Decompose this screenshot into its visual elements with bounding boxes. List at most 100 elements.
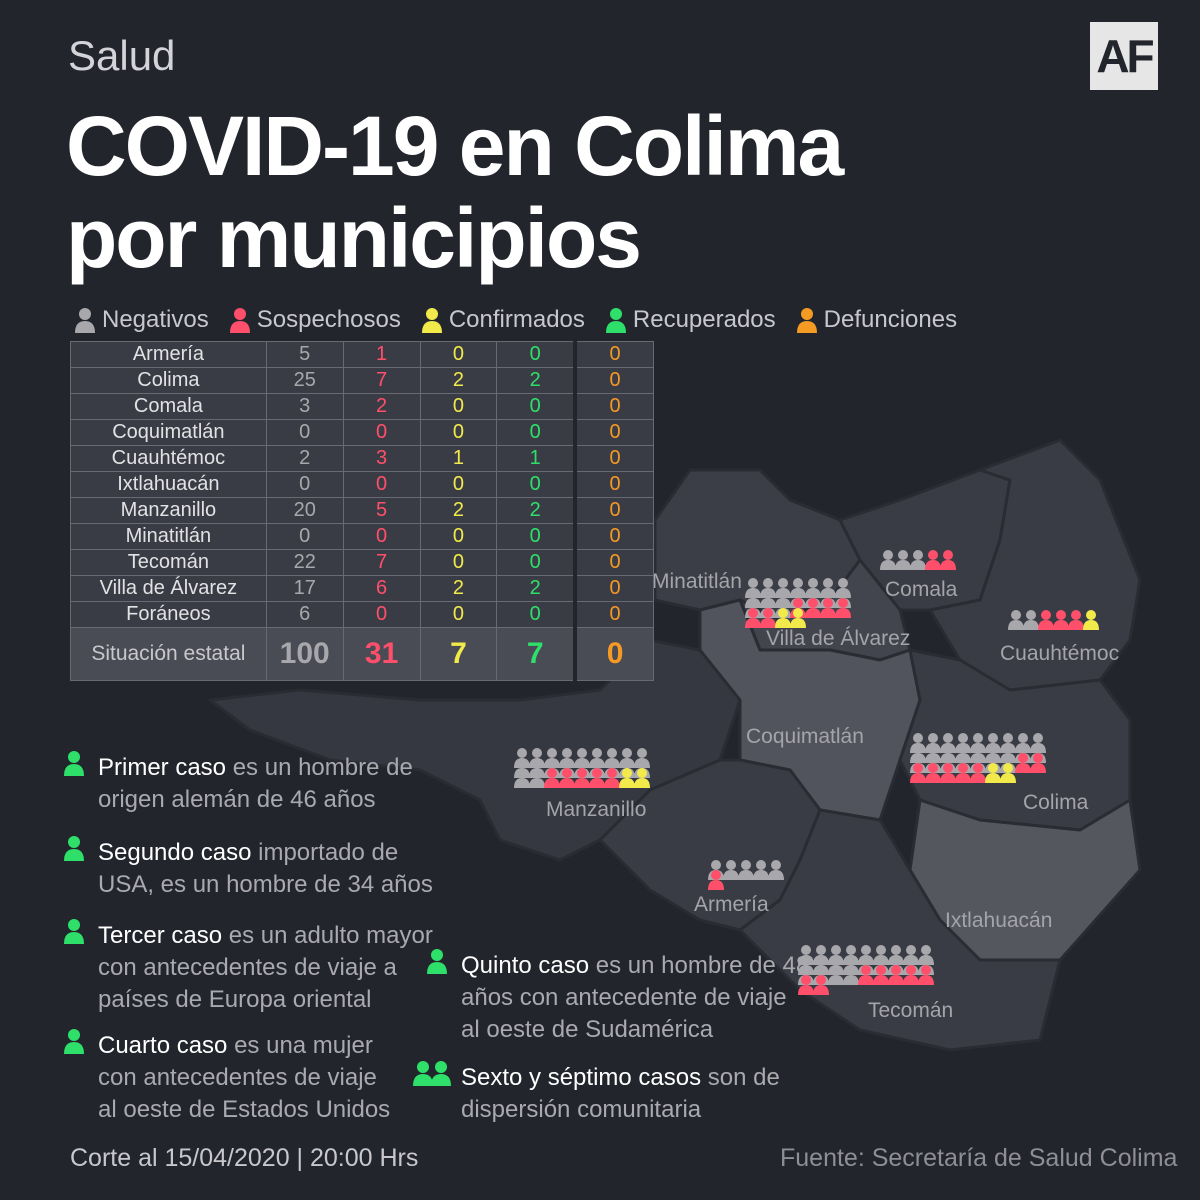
- map-labels: Minatitlán Comala Villa de Álvarez Cuauh…: [546, 570, 1119, 1022]
- person-icon: [514, 768, 530, 788]
- count-neg: 0: [265, 471, 344, 498]
- count-def: 0: [573, 471, 655, 498]
- note-text: con antecedentes de viaje a: [98, 954, 397, 981]
- note-text: es un hombre de: [226, 754, 413, 781]
- count-con: 7: [419, 627, 498, 681]
- person-icon: [925, 763, 941, 783]
- note-text: países de Europa oriental: [98, 986, 372, 1013]
- count-con: 2: [419, 575, 498, 602]
- table-row: Coquimatlán 0 0 0 0 0: [70, 419, 655, 446]
- count-sos: 5: [342, 497, 421, 524]
- count-sos: 7: [342, 367, 421, 394]
- count-con: 0: [419, 523, 498, 550]
- municipality-name: Coquimatlán: [70, 419, 267, 446]
- count-rec: 0: [496, 523, 576, 550]
- page-title: COVID-19 en Colima por municipios: [66, 99, 844, 284]
- title-line-1: COVID-19 en Colima: [66, 99, 844, 193]
- count-neg: 20: [265, 497, 344, 524]
- count-def: 0: [573, 601, 655, 628]
- person-icon: [835, 598, 851, 618]
- count-rec: 0: [496, 393, 576, 420]
- table-row: Armería 5 1 0 0 0: [70, 341, 655, 368]
- legend-label: Negativos: [102, 306, 209, 333]
- municipality-name: Tecomán: [70, 549, 267, 576]
- count-neg: 6: [265, 601, 344, 628]
- brand-logo: AF: [1090, 22, 1158, 90]
- note-text: USA, es un hombre de 34 años: [98, 871, 433, 898]
- count-sos: 0: [342, 523, 421, 550]
- person-icon: [955, 763, 971, 783]
- person-icon: [813, 975, 829, 995]
- note-fifth-case: Quinto caso es un hombre de 48 años con …: [427, 949, 809, 1046]
- count-neg: 22: [265, 549, 344, 576]
- table-row: Manzanillo 20 5 2 2 0: [70, 497, 655, 524]
- person-icon-red: [229, 308, 250, 333]
- table-row: Ixtlahuacán 0 0 0 0 0: [70, 471, 655, 498]
- source-credit: Fuente: Secretaría de Salud Colima: [780, 1144, 1178, 1172]
- table-row: Comala 3 2 0 0 0: [70, 393, 655, 420]
- count-neg: 3: [265, 393, 344, 420]
- table-row: Villa de Álvarez 17 6 2 2 0: [70, 575, 655, 602]
- count-rec: 7: [496, 627, 576, 681]
- person-icon: [820, 598, 836, 618]
- count-con: 0: [419, 393, 498, 420]
- person-icon-orange: [796, 308, 817, 333]
- count-def: 0: [573, 549, 655, 576]
- count-def: 0: [573, 575, 655, 602]
- count-con: 0: [419, 341, 498, 368]
- count-rec: 2: [496, 497, 576, 524]
- two-people-icon-green: [413, 1061, 451, 1086]
- note-highlight: Segundo caso: [98, 839, 252, 866]
- cutoff-date: Corte al 15/04/2020 | 20:00 Hrs: [70, 1144, 419, 1172]
- municipality-name: Comala: [70, 393, 267, 420]
- person-icon: [768, 860, 784, 880]
- person-icon: [529, 768, 545, 788]
- person-icon: [1038, 610, 1054, 630]
- map-label-coquimatlan: Coquimatlán: [746, 725, 864, 748]
- count-sos: 0: [342, 601, 421, 628]
- municipality-name: Armería: [70, 341, 267, 368]
- note-text: es un adulto mayor: [222, 922, 433, 949]
- count-sos: 6: [342, 575, 421, 602]
- person-icon: [760, 608, 776, 628]
- count-def: 0: [573, 341, 655, 368]
- municipality-name: Colima: [70, 367, 267, 394]
- cases-table: Armería 5 1 0 0 0 Colima 25 7 2 2 0 Comala 3 2 0 0 0 Coqui…: [70, 341, 655, 681]
- legend-label: Recuperados: [632, 306, 776, 333]
- person-icon: [738, 860, 754, 880]
- person-icon: [1068, 610, 1084, 630]
- note-second-case: Segundo caso importado de USA, es un hom…: [64, 836, 433, 901]
- count-rec: 0: [496, 601, 576, 628]
- count-neg: 0: [265, 523, 344, 550]
- person-icon: [753, 860, 769, 880]
- person-icon-green: [427, 949, 447, 974]
- count-con: 0: [419, 419, 498, 446]
- map-label-cuauhtemoc: Cuauhtémoc: [1000, 642, 1119, 665]
- person-icon: [985, 763, 1001, 783]
- person-icon: [805, 598, 821, 618]
- municipality-name: Ixtlahuacán: [70, 471, 267, 498]
- person-icon: [1015, 753, 1031, 773]
- note-highlight: Tercer caso: [98, 922, 223, 949]
- count-rec: 0: [496, 471, 576, 498]
- count-rec: 0: [496, 341, 576, 368]
- count-def: 0: [573, 627, 655, 681]
- count-neg: 25: [265, 367, 344, 394]
- count-neg: 17: [265, 575, 344, 602]
- count-sos: 7: [342, 549, 421, 576]
- person-icon: [574, 768, 590, 788]
- person-icon-green: [64, 1029, 84, 1054]
- count-neg: 0: [265, 419, 344, 446]
- person-icon: [589, 768, 605, 788]
- person-icon: [1000, 763, 1016, 783]
- map-label-comala: Comala: [885, 578, 958, 601]
- municipality-name: Manzanillo: [70, 497, 267, 524]
- count-rec: 0: [496, 419, 576, 446]
- person-icon: [910, 763, 926, 783]
- legend-label: Sospechosos: [256, 306, 401, 333]
- note-highlight: Cuarto caso: [98, 1032, 228, 1059]
- map-label-ixtlahuacan: Ixtlahuacán: [945, 909, 1052, 932]
- person-icon: [1053, 610, 1069, 630]
- count-sos: 3: [342, 445, 421, 472]
- person-icon: [888, 965, 904, 985]
